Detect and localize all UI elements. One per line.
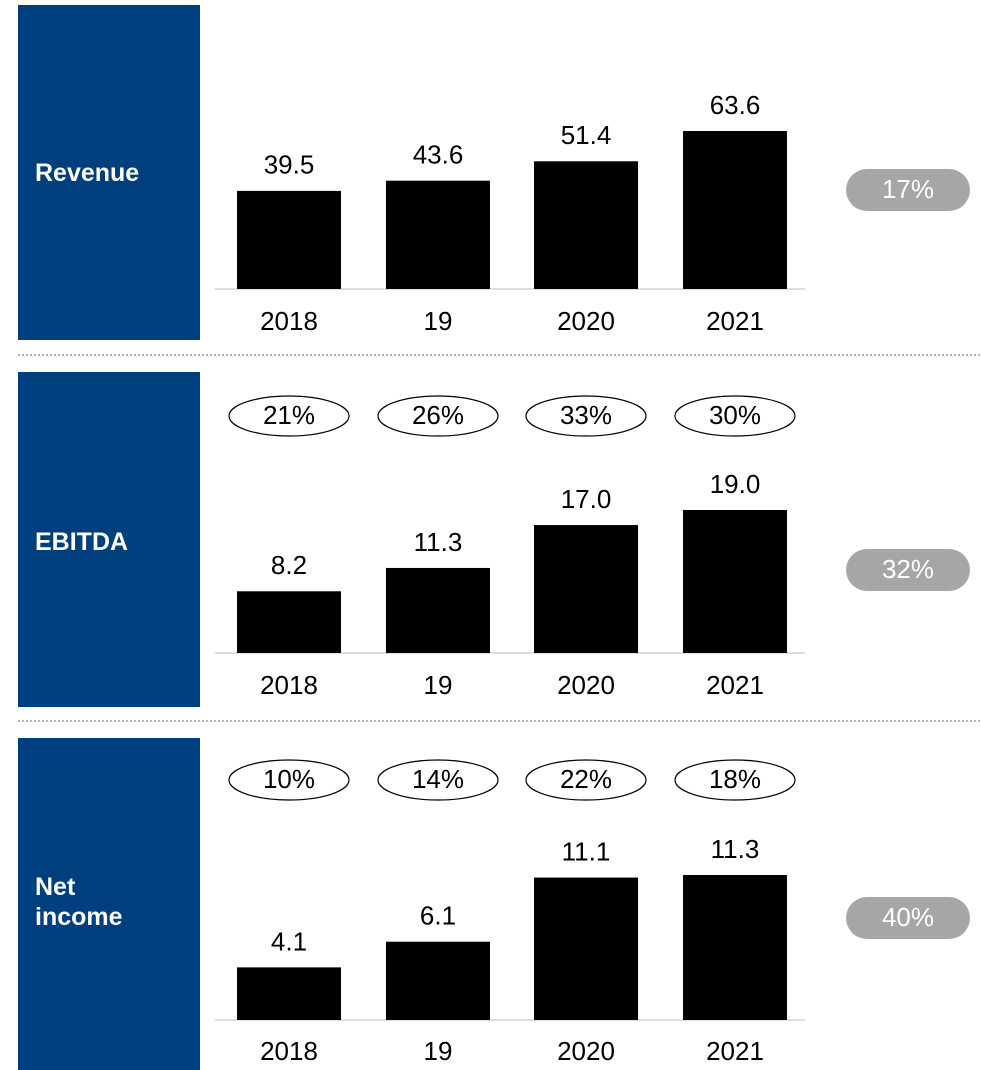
value-label: 11.3 — [711, 834, 760, 864]
bar — [386, 567, 490, 653]
margin-oval — [228, 395, 350, 437]
x-tick-label: 2018 — [260, 1036, 318, 1066]
value-label: 4.1 — [271, 926, 307, 956]
margin-oval — [525, 759, 647, 801]
margin-label: 21% — [263, 400, 315, 430]
bar — [237, 967, 341, 1020]
bar — [683, 131, 787, 289]
value-label: 63.6 — [710, 90, 761, 120]
panel-title: Revenue — [35, 159, 140, 187]
value-label: 19.0 — [710, 469, 761, 499]
margin-label: 26% — [412, 400, 464, 430]
value-label: 11.1 — [562, 836, 611, 866]
margin-oval — [228, 759, 350, 801]
x-tick-label: 2021 — [706, 1036, 764, 1066]
bar — [534, 161, 638, 289]
cagr-label: 17% — [882, 174, 934, 204]
x-tick-label: 2020 — [557, 670, 615, 700]
cagr-pill — [846, 549, 970, 591]
panel-title: Net income — [35, 873, 123, 931]
x-tick-label: 2018 — [260, 306, 318, 336]
bar — [237, 190, 341, 289]
margin-oval — [674, 395, 796, 437]
value-label: 11.3 — [414, 527, 463, 557]
cagr-pill — [846, 897, 970, 939]
bar — [386, 941, 490, 1020]
x-tick-label: 2021 — [706, 306, 764, 336]
panel-box — [18, 5, 200, 340]
margin-oval — [377, 395, 499, 437]
x-tick-label: 19 — [424, 306, 453, 336]
x-tick-label: 2021 — [706, 670, 764, 700]
margin-oval — [377, 759, 499, 801]
bar — [386, 180, 490, 289]
margin-oval — [674, 759, 796, 801]
margin-label: 30% — [709, 400, 761, 430]
bar — [534, 525, 638, 653]
margin-oval — [525, 395, 647, 437]
value-label: 51.4 — [561, 120, 612, 150]
cagr-label: 32% — [882, 554, 934, 584]
value-label: 6.1 — [420, 901, 456, 931]
value-label: 39.5 — [264, 150, 315, 180]
value-label: 43.6 — [413, 140, 464, 170]
cagr-pill — [846, 169, 970, 211]
bar — [534, 877, 638, 1020]
panel-title: EBITDA — [35, 528, 129, 556]
margin-label: 10% — [263, 764, 315, 794]
value-label: 17.0 — [561, 484, 612, 514]
x-tick-label: 2018 — [260, 670, 318, 700]
bar — [683, 510, 787, 653]
bar — [237, 591, 341, 653]
x-tick-label: 19 — [424, 670, 453, 700]
x-tick-label: 19 — [424, 1036, 453, 1066]
margin-label: 22% — [560, 764, 612, 794]
x-tick-label: 2020 — [557, 306, 615, 336]
panel-box — [18, 738, 200, 1070]
bar — [683, 875, 787, 1020]
cagr-label: 40% — [882, 902, 934, 932]
panel-box — [18, 372, 200, 707]
margin-label: 18% — [709, 764, 761, 794]
margin-label: 14% — [412, 764, 464, 794]
x-tick-label: 2020 — [557, 1036, 615, 1066]
margin-label: 33% — [560, 400, 612, 430]
value-label: 8.2 — [271, 550, 307, 580]
